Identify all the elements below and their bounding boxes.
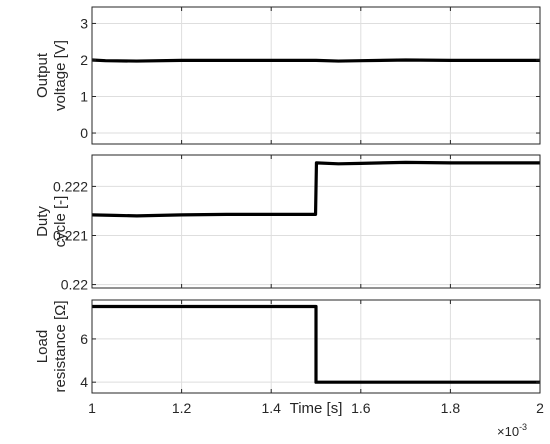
y-tick-label: 0.222 [53, 178, 88, 194]
series-line [91, 160, 540, 218]
x-tick-label: 1 [88, 400, 96, 416]
x-tick-label: 1.2 [172, 400, 192, 416]
x-tick-label: 1.6 [351, 400, 371, 416]
y-axis-label: Dutycycle [-] [34, 196, 69, 248]
y-axis-label: Outputvoltage [V] [34, 40, 69, 111]
y-tick-label: 1 [80, 89, 88, 105]
x-tick-label: 1.8 [441, 400, 461, 416]
series-line [91, 58, 540, 63]
axes-frame [91, 154, 541, 289]
y-tick-label: 4 [80, 374, 88, 390]
x-axis-label: Time [s] [290, 400, 343, 417]
load-resistance-panel: 4 6 1 1.2 1.4 1.6 1.8 2 Loadresistance [Ω] [34, 299, 544, 416]
y-tick-label: 6 [80, 331, 88, 347]
axes-frame [91, 299, 541, 394]
y-axis-label: Loadresistance [Ω] [34, 300, 69, 392]
output-voltage-panel: 0 1 2 3 Outputvoltage [V] [34, 6, 541, 145]
plot-area [92, 7, 540, 144]
x-axis-exponent: ×10-3 [497, 422, 527, 439]
y-tick-label: 0.22 [61, 277, 88, 293]
x-tick-label: 1.4 [261, 400, 281, 416]
duty-cycle-panel: 0.22 0.221 0.222 Dutycycle [-] [34, 154, 541, 293]
y-tick-label: 2 [80, 52, 88, 68]
series-line [92, 304, 540, 384]
x-tick-label: 2 [536, 400, 544, 416]
y-tick-label: 0 [80, 125, 88, 141]
y-tick-label: 0.221 [53, 227, 88, 243]
axes-frame [91, 6, 541, 145]
y-tick-label: 3 [80, 15, 88, 31]
